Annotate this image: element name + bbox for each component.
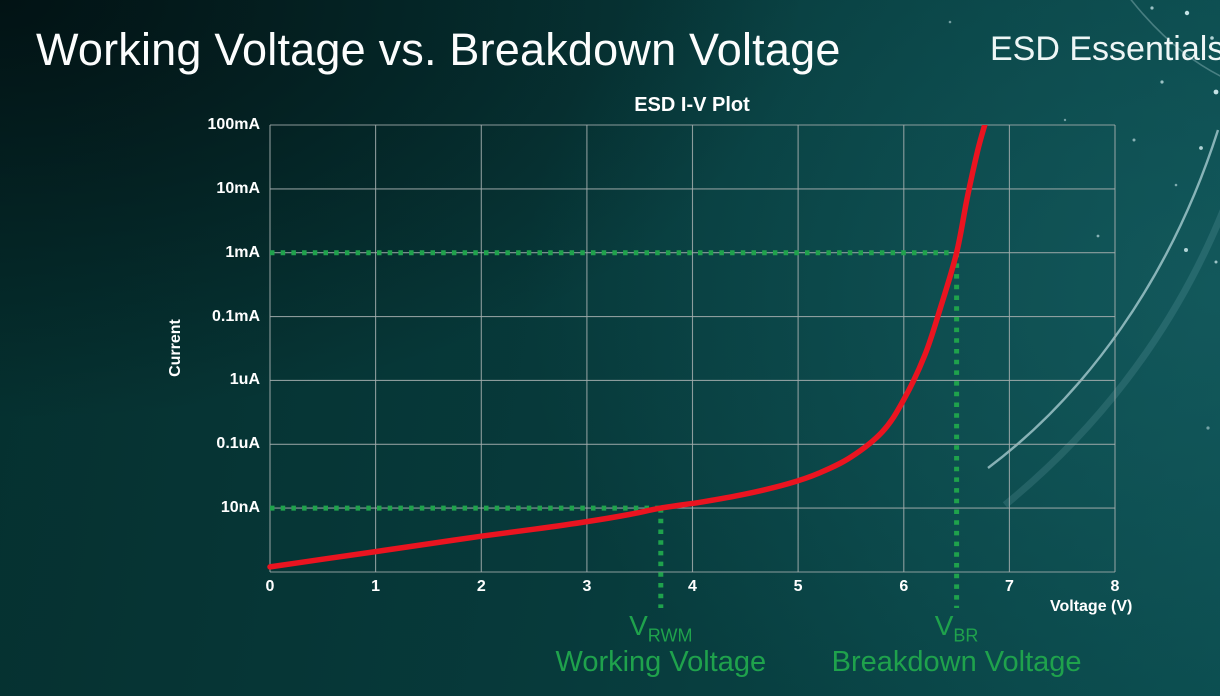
swoosh-curve <box>987 129 1220 469</box>
iv-curve <box>267 125 988 570</box>
working-voltage-guide <box>270 505 664 608</box>
chart-title: ESD I-V Plot <box>634 94 750 116</box>
x-axis-title: Voltage (V) <box>1050 598 1133 615</box>
star-dots <box>948 6 1219 430</box>
breakdown-voltage-guide <box>270 250 960 608</box>
page-title: Working Voltage vs. Breakdown Voltage <box>36 24 841 75</box>
brand-label: ESD Essentials <box>990 30 1220 68</box>
grid-lines <box>269 124 1116 573</box>
corner-arc <box>1130 0 1220 77</box>
